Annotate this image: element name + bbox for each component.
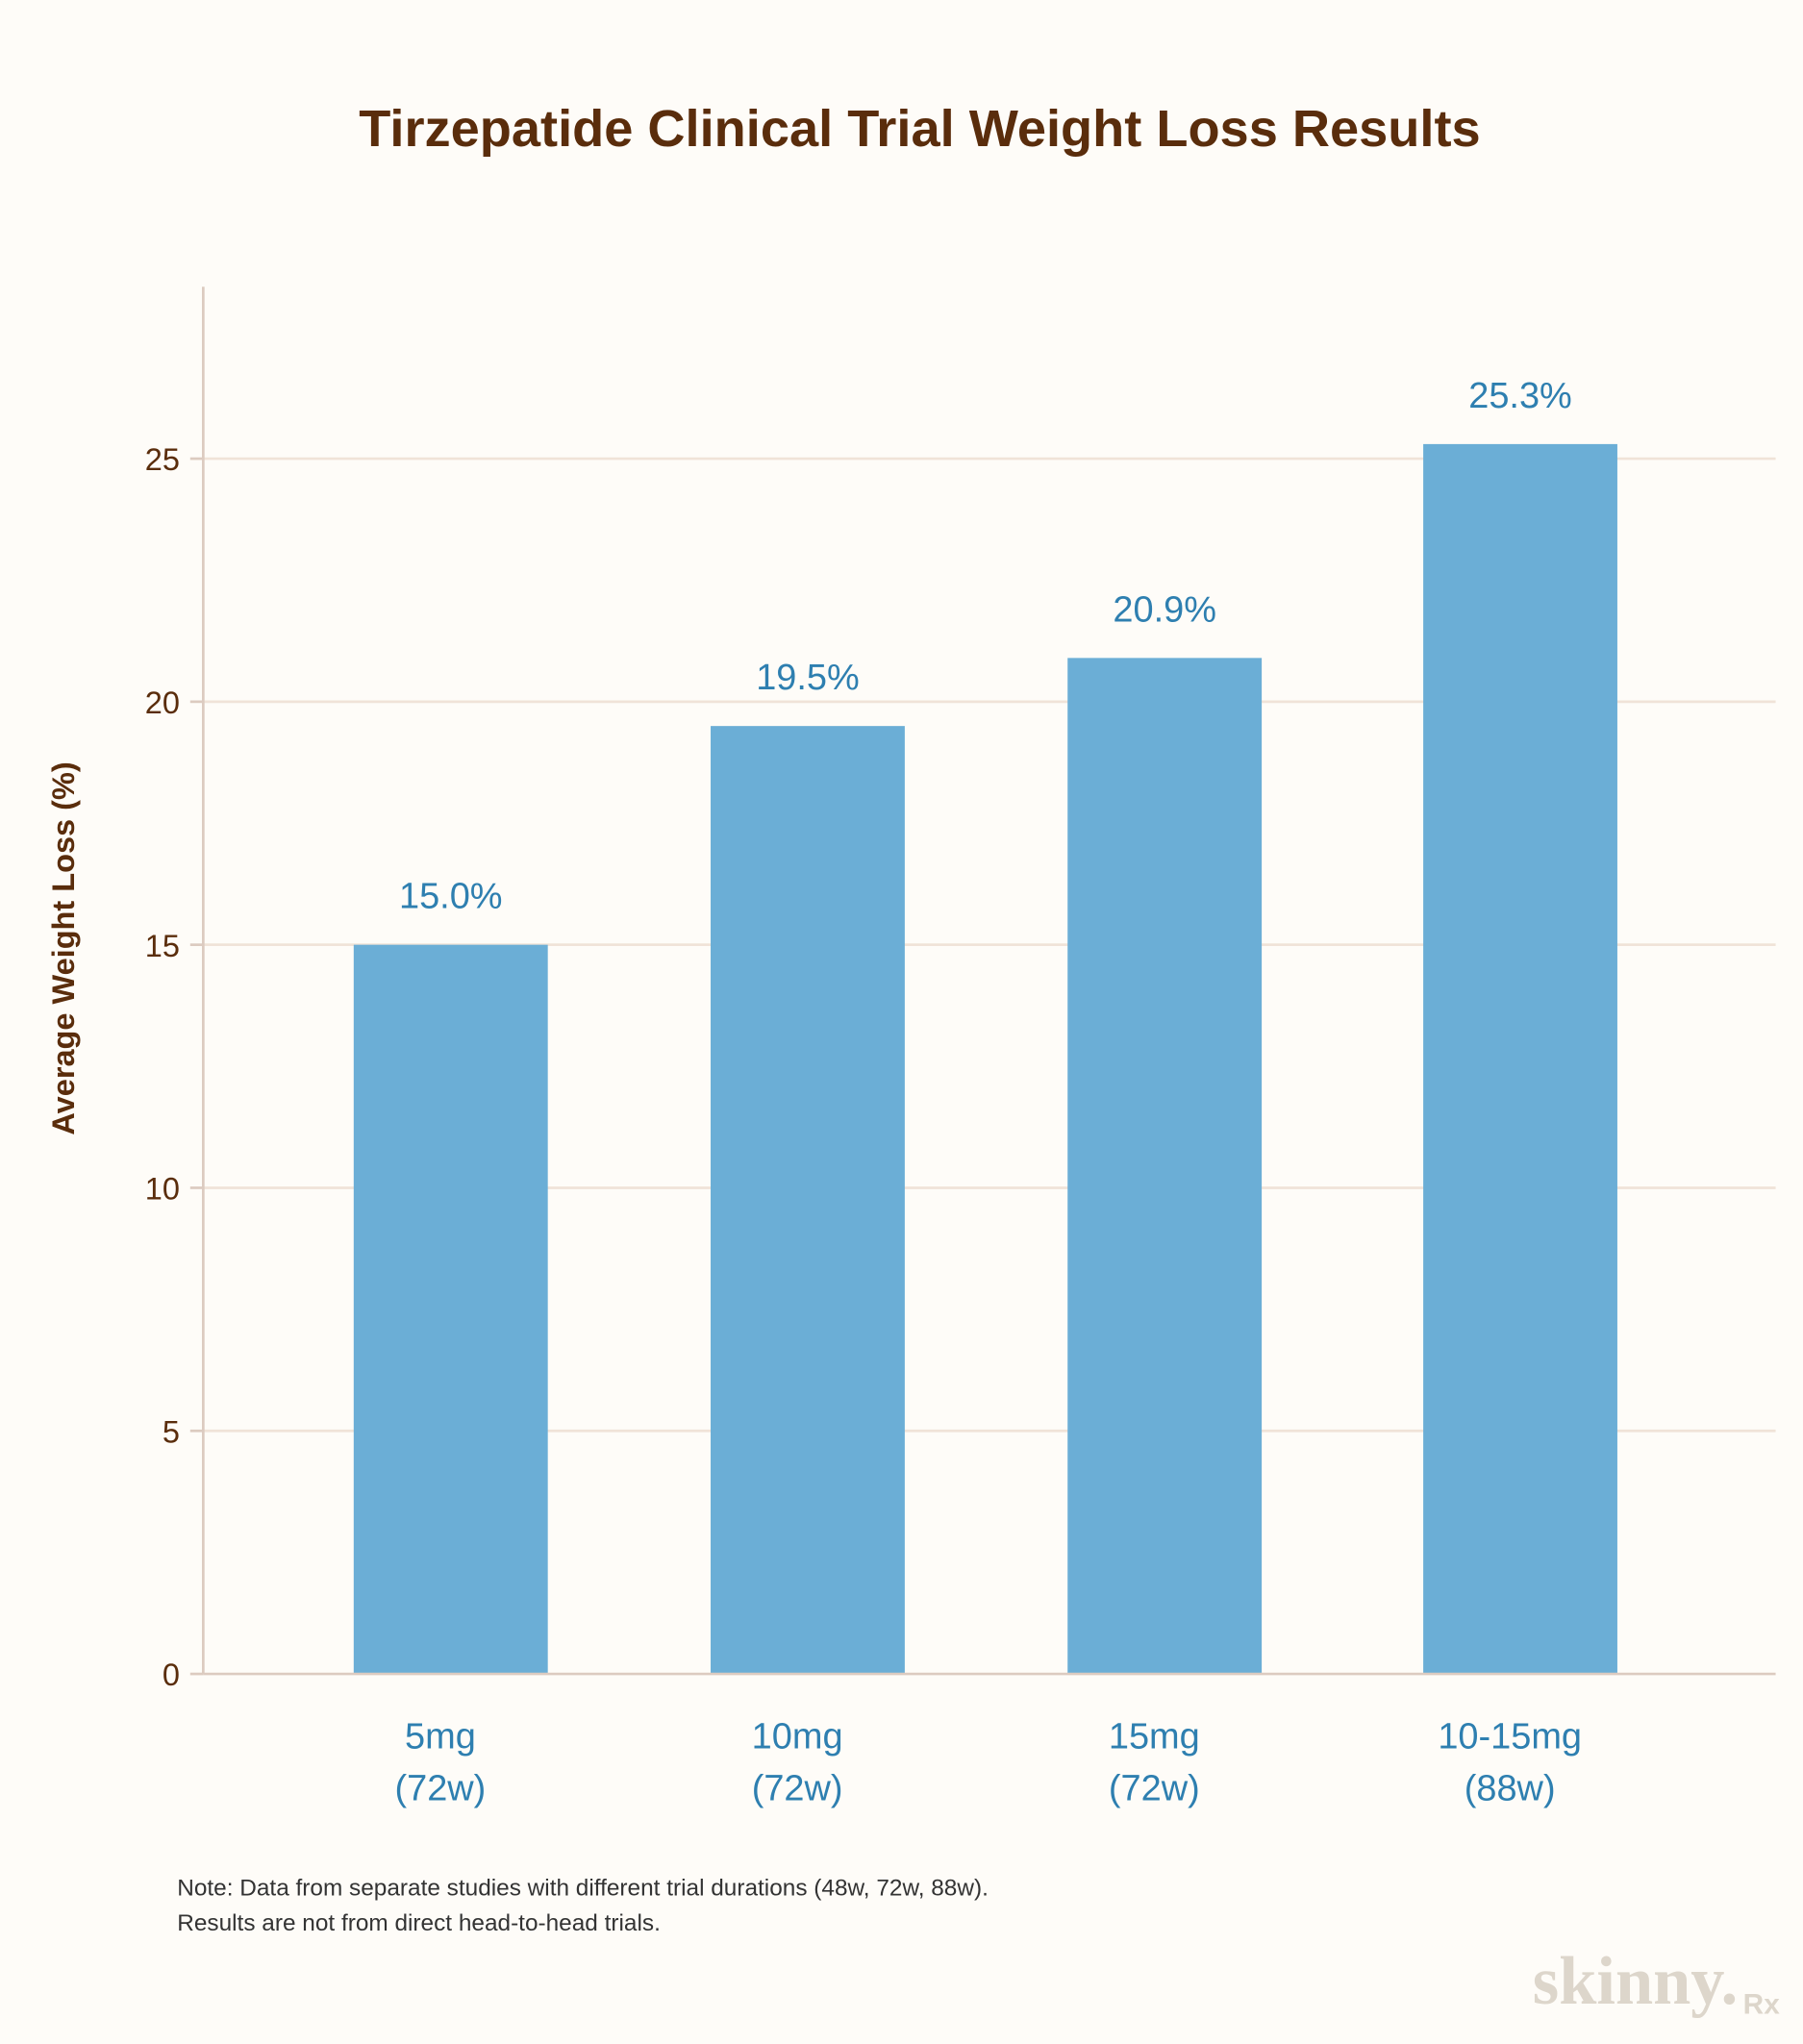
data-label: 20.9% <box>1113 589 1216 630</box>
logo-wordmark: skinny. <box>1533 1944 1738 2019</box>
x-tick-label: 5mg <box>405 1716 476 1757</box>
x-tick-labels: 5mg (72w) 10mg (72w) 15mg (72w) 10-15mg (88w) <box>394 1716 1582 1808</box>
data-label: 25.3% <box>1468 376 1572 416</box>
y-tick-label: 25 <box>145 442 180 477</box>
logo-rx: Rx <box>1743 1989 1781 2021</box>
data-label: 15.0% <box>399 877 503 917</box>
y-tick-label: 10 <box>145 1172 180 1207</box>
chart-title: Tirzepatide Clinical Trial Weight Loss R… <box>359 100 1480 158</box>
bar <box>353 944 548 1675</box>
x-tick-label: (88w) <box>1465 1768 1556 1808</box>
skinny-rx-logo: skinny. Rx <box>1533 1944 1780 2021</box>
note-line-2: Results are not from direct head-to-head… <box>177 1910 661 1936</box>
bar <box>1067 658 1263 1675</box>
x-tick-label: (72w) <box>1109 1768 1200 1808</box>
bar <box>711 726 905 1675</box>
bars: 15.0% 19.5% 20.9% 25.3% <box>353 376 1617 1675</box>
bar <box>1423 443 1617 1675</box>
x-tick-label: 10mg <box>752 1716 843 1757</box>
x-tick-label: 15mg <box>1109 1716 1200 1757</box>
y-tick-label: 5 <box>163 1414 180 1449</box>
gridlines: 0 5 10 15 20 25 <box>145 442 1776 1692</box>
note-line-1: Note: Data from separate studies with di… <box>177 1875 989 1901</box>
data-label: 19.5% <box>756 658 860 698</box>
x-tick-label: (72w) <box>752 1768 843 1808</box>
y-axis-label: Average Weight Loss (%) <box>46 761 81 1134</box>
x-tick-label: 10-15mg <box>1438 1716 1582 1757</box>
y-tick-label: 20 <box>145 685 180 720</box>
x-tick-label: (72w) <box>394 1768 486 1808</box>
y-tick-label: 0 <box>163 1658 180 1692</box>
y-tick-label: 15 <box>145 929 180 963</box>
